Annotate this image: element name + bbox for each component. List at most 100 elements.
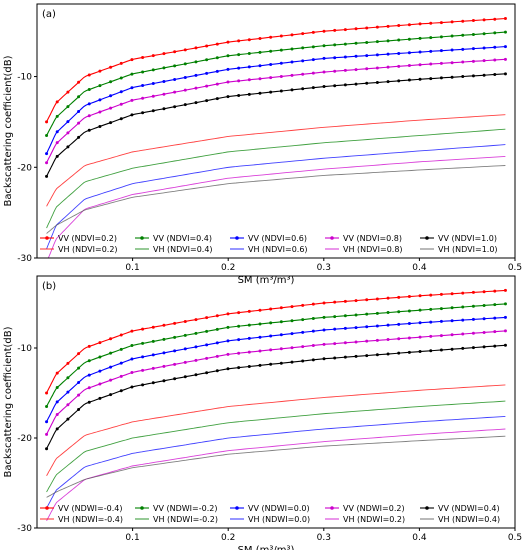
chart-panel-1: 0.1 0.2 0.3 0.4 0.5 -30 -20 -10 (a) SM (m³/m³) Bac… bbox=[3, 3, 522, 286]
series-point bbox=[119, 61, 123, 65]
y-tick-label: -30 bbox=[17, 254, 32, 264]
series-point bbox=[45, 391, 49, 395]
series-point bbox=[439, 76, 443, 80]
series-point bbox=[55, 412, 59, 416]
series-point bbox=[503, 17, 507, 21]
series-point bbox=[439, 334, 443, 338]
series-point bbox=[482, 73, 486, 77]
series-point bbox=[205, 356, 209, 360]
series-point bbox=[258, 36, 262, 40]
series-point bbox=[290, 319, 294, 323]
legend-marker bbox=[235, 236, 239, 240]
series-point bbox=[375, 311, 379, 315]
x-tick-label: 0.3 bbox=[317, 263, 331, 273]
series-line-10 bbox=[46, 435, 506, 498]
series-point bbox=[439, 307, 443, 311]
series-point bbox=[343, 341, 347, 345]
series-point bbox=[503, 288, 507, 292]
legend-marker bbox=[330, 236, 334, 240]
series-point bbox=[151, 353, 155, 357]
series-point bbox=[173, 321, 177, 325]
series-point bbox=[322, 301, 326, 305]
series-point bbox=[322, 70, 326, 74]
series-line-4 bbox=[46, 400, 506, 493]
series-point bbox=[77, 352, 81, 356]
series-point bbox=[258, 50, 262, 54]
series-point bbox=[119, 333, 123, 337]
series-point bbox=[109, 351, 113, 355]
series-point bbox=[66, 417, 70, 421]
series-point bbox=[397, 51, 401, 55]
series-point bbox=[173, 64, 177, 68]
series-point bbox=[397, 24, 401, 28]
series-point bbox=[98, 382, 102, 386]
series-point bbox=[429, 320, 433, 324]
series-point bbox=[258, 363, 262, 367]
series-point bbox=[162, 66, 166, 70]
series-point bbox=[343, 68, 347, 72]
series-point bbox=[119, 117, 123, 121]
series-point bbox=[151, 68, 155, 72]
series-point bbox=[87, 87, 91, 91]
series-point bbox=[151, 94, 155, 98]
series-point bbox=[407, 37, 411, 41]
series-point bbox=[429, 334, 433, 338]
series-point bbox=[461, 318, 465, 322]
series-point bbox=[226, 339, 230, 343]
series-point bbox=[45, 432, 49, 436]
series-point bbox=[173, 349, 177, 353]
series-point bbox=[279, 333, 283, 337]
series-point bbox=[439, 292, 443, 296]
series-point bbox=[386, 52, 390, 56]
series-point bbox=[301, 303, 305, 307]
series-point bbox=[386, 80, 390, 84]
series-point bbox=[397, 310, 401, 314]
series-point bbox=[429, 293, 433, 297]
series-point bbox=[173, 377, 177, 381]
series-point bbox=[119, 389, 123, 393]
series-point bbox=[503, 343, 507, 347]
series-point bbox=[98, 341, 102, 345]
series-point bbox=[141, 70, 145, 74]
series-point bbox=[333, 356, 337, 360]
series-point bbox=[55, 400, 59, 404]
series-point bbox=[77, 135, 81, 139]
series-point bbox=[77, 380, 81, 384]
series-point bbox=[354, 326, 358, 330]
series-point bbox=[482, 317, 486, 321]
series-point bbox=[375, 80, 379, 84]
series-point bbox=[439, 35, 443, 39]
series-point bbox=[87, 386, 91, 390]
series-point bbox=[77, 121, 81, 125]
series-point bbox=[322, 342, 326, 346]
series-point bbox=[183, 360, 187, 364]
legend-label: VV (NDVI=0.8) bbox=[343, 234, 402, 243]
series-point bbox=[173, 335, 177, 339]
series-point bbox=[194, 373, 198, 377]
series-point bbox=[247, 78, 251, 82]
series-point bbox=[215, 69, 219, 73]
series-point bbox=[503, 45, 507, 49]
series-point bbox=[375, 66, 379, 70]
series-line-8 bbox=[47, 155, 506, 258]
series-point bbox=[343, 299, 347, 303]
series-point bbox=[493, 17, 497, 21]
series-point bbox=[194, 86, 198, 90]
series-point bbox=[397, 79, 401, 83]
series-point bbox=[354, 41, 358, 45]
series-point bbox=[130, 357, 134, 361]
legend-marker bbox=[330, 506, 334, 510]
series-point bbox=[66, 403, 70, 407]
series-point bbox=[301, 359, 305, 363]
series-point bbox=[194, 318, 198, 322]
series-point bbox=[205, 44, 209, 48]
series-point bbox=[482, 303, 486, 307]
series-point bbox=[279, 74, 283, 78]
series-point bbox=[493, 58, 497, 62]
series-point bbox=[194, 101, 198, 105]
series-point bbox=[247, 38, 251, 42]
series-point bbox=[87, 373, 91, 377]
series-point bbox=[471, 47, 475, 51]
series-point bbox=[301, 345, 305, 349]
series-point bbox=[183, 319, 187, 323]
